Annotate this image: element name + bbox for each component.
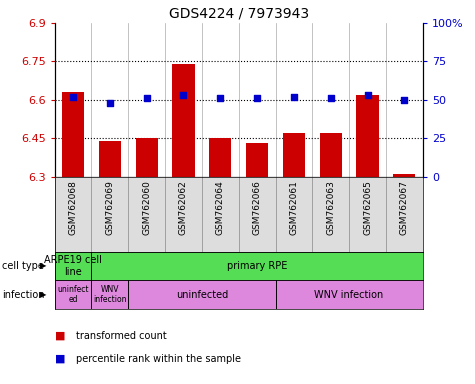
Bar	[99, 141, 121, 177]
Bar	[209, 138, 231, 177]
Bar	[283, 133, 305, 177]
Text: ▶: ▶	[40, 290, 47, 299]
Text: GSM762067: GSM762067	[400, 180, 409, 235]
Point	[180, 92, 187, 98]
Text: WNV
infection: WNV infection	[93, 285, 127, 305]
Point	[253, 95, 261, 101]
Text: GSM762069: GSM762069	[105, 180, 114, 235]
Point	[290, 94, 298, 100]
Text: uninfect
ed: uninfect ed	[57, 285, 89, 305]
Text: GSM762065: GSM762065	[363, 180, 372, 235]
Point	[69, 94, 77, 100]
Text: WNV infection: WNV infection	[314, 290, 384, 300]
Text: transformed count: transformed count	[76, 331, 167, 341]
Bar	[91, 280, 128, 309]
Bar	[128, 280, 276, 309]
Text: primary RPE: primary RPE	[227, 261, 287, 271]
Text: ■: ■	[55, 354, 65, 364]
Bar	[55, 280, 91, 309]
Title: GDS4224 / 7973943: GDS4224 / 7973943	[169, 7, 309, 20]
Bar	[393, 174, 415, 177]
Bar	[55, 252, 91, 280]
Text: GSM762060: GSM762060	[142, 180, 151, 235]
Point	[327, 95, 334, 101]
Text: GSM762068: GSM762068	[68, 180, 77, 235]
Text: GSM762064: GSM762064	[216, 180, 225, 235]
Text: cell type: cell type	[2, 261, 44, 271]
Text: ■: ■	[55, 331, 65, 341]
Text: uninfected: uninfected	[176, 290, 228, 300]
Bar	[172, 64, 195, 177]
Bar	[276, 280, 423, 309]
Bar	[320, 133, 342, 177]
Bar	[246, 143, 268, 177]
Text: infection: infection	[2, 290, 45, 300]
Text: ARPE19 cell
line: ARPE19 cell line	[44, 255, 102, 277]
Point	[217, 95, 224, 101]
Text: GSM762066: GSM762066	[253, 180, 262, 235]
Text: percentile rank within the sample: percentile rank within the sample	[76, 354, 241, 364]
Point	[400, 97, 408, 103]
Text: GSM762063: GSM762063	[326, 180, 335, 235]
Point	[143, 95, 151, 101]
Point	[364, 92, 371, 98]
Bar	[136, 138, 158, 177]
Bar	[62, 92, 84, 177]
Text: ▶: ▶	[40, 262, 47, 270]
Text: GSM762062: GSM762062	[179, 180, 188, 235]
Point	[106, 100, 114, 106]
Bar	[356, 95, 379, 177]
Text: GSM762061: GSM762061	[289, 180, 298, 235]
